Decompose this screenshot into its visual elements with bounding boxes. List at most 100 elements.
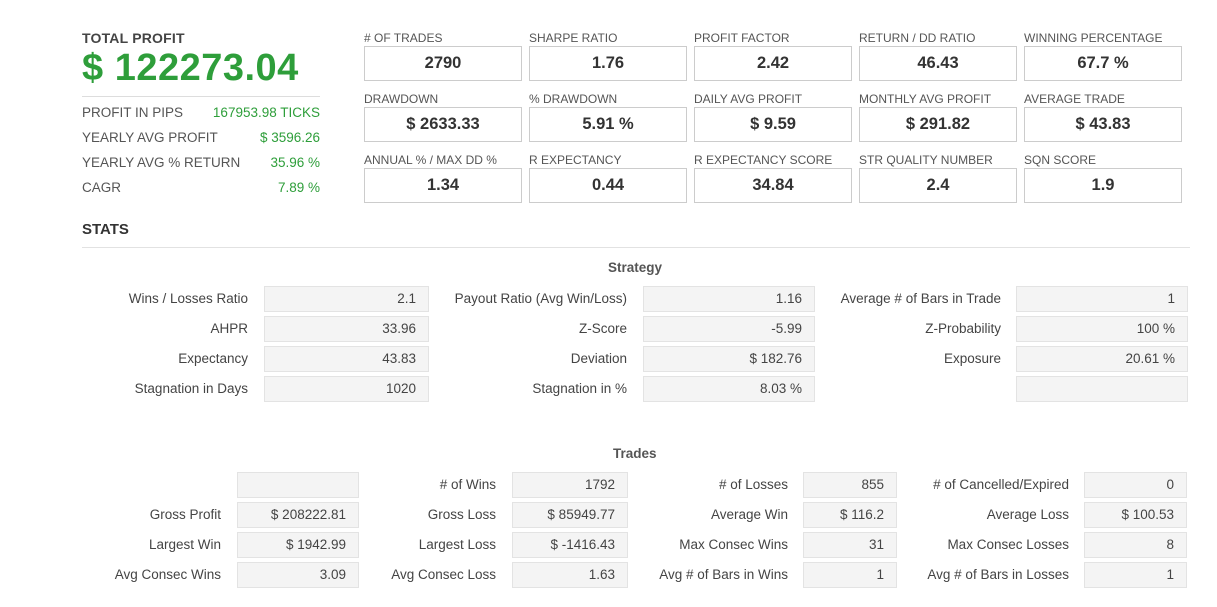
strategy-label: Stagnation in Days [134,381,248,396]
strategy-title: Strategy [608,260,663,275]
metric-value: $ 291.82 [859,107,1017,142]
total-profit-label: TOTAL PROFIT [82,30,185,46]
strategy-value: $ 182.76 [643,346,815,372]
trades-value: $ 100.53 [1084,502,1187,528]
total-profit-value: $ 122273.04 [82,47,299,89]
trades-value: 1792 [512,472,628,498]
metric-sqn-score: SQN SCORE 1.9 [1024,153,1182,203]
yearly-avg-profit-row: YEARLY AVG PROFIT $ 3596.26 [82,125,320,150]
metric-r-expectancy-score: R EXPECTANCY SCORE 34.84 [694,153,852,203]
yearly-avg-profit-value: $ 3596.26 [259,130,320,145]
cagr-label: CAGR [82,180,122,195]
metric-label: PROFIT FACTOR [694,31,790,45]
trades-label: Avg # of Bars in Losses [927,567,1069,582]
trades-value: $ 116.2 [803,502,897,528]
strategy-label: Z-Probability [925,321,1001,336]
trades-value: $ -1416.43 [512,532,628,558]
strategy-value [1016,376,1188,402]
metric-pct-drawdown: % DRAWDOWN 5.91 % [529,92,687,142]
strategy-value: 1.16 [643,286,815,312]
trades-value: 1 [803,562,897,588]
trades-value: $ 208222.81 [237,502,359,528]
metric-str-quality-number: STR QUALITY NUMBER 2.4 [859,153,1017,203]
strategy-label: Deviation [570,351,627,366]
strategy-value: 33.96 [264,316,429,342]
metric-annual-max-dd: ANNUAL % / MAX DD % 1.34 [364,153,522,203]
metric-label: R EXPECTANCY SCORE [694,153,833,167]
metric-value: 5.91 % [529,107,687,142]
metric-value: 1.76 [529,46,687,81]
metric-label: ANNUAL % / MAX DD % [364,153,497,167]
trades-value: $ 1942.99 [237,532,359,558]
trades-label: Avg Consec Loss [391,567,496,582]
trades-label: Avg # of Bars in Wins [659,567,788,582]
trades-label: Avg Consec Wins [114,567,221,582]
yearly-avg-return-value: 35.96 % [270,155,320,170]
trades-value: 855 [803,472,897,498]
strategy-value: 20.61 % [1016,346,1188,372]
trades-label [60,472,221,498]
metric-label: R EXPECTANCY [529,153,622,167]
cagr-value: 7.89 % [277,180,320,195]
trades-title: Trades [613,446,657,461]
profit-in-pips-row: PROFIT IN PIPS 167953.98 TICKS [82,100,320,125]
metric-sharpe-ratio: SHARPE RATIO 1.76 [529,31,687,81]
trades-label: Average Win [710,507,788,522]
metric-r-expectancy: R EXPECTANCY 0.44 [529,153,687,203]
strategy-label: Stagnation in % [532,381,627,396]
yearly-avg-return-label: YEARLY AVG % RETURN [82,155,241,170]
strategy-label: Payout Ratio (Avg Win/Loss) [454,291,627,306]
metric-label: SHARPE RATIO [529,31,618,45]
metric-label: % DRAWDOWN [529,92,618,106]
trades-label: Max Consec Losses [947,537,1069,552]
strategy-label: Average # of Bars in Trade [840,291,1001,306]
trades-label: Average Loss [986,507,1069,522]
metric-monthly-avg-profit: MONTHLY AVG PROFIT $ 291.82 [859,92,1017,142]
strategy-label: Exposure [943,351,1001,366]
strategy-value: 1020 [264,376,429,402]
strategy-value: 8.03 % [643,376,815,402]
metric-value: 2.4 [859,168,1017,203]
trades-value: 31 [803,532,897,558]
strategy-label: Expectancy [178,351,248,366]
strategy-value: 100 % [1016,316,1188,342]
strategy-label: Z-Score [578,321,627,336]
yearly-avg-return-row: YEARLY AVG % RETURN 35.96 % [82,150,320,175]
metric-label: AVERAGE TRADE [1024,92,1125,106]
metric-value: 34.84 [694,168,852,203]
metric-value: 2790 [364,46,522,81]
profit-in-pips-label: PROFIT IN PIPS [82,105,184,120]
metric-label: RETURN / DD RATIO [859,31,976,45]
cagr-row: CAGR 7.89 % [82,175,320,200]
metric-label: STR QUALITY NUMBER [859,153,993,167]
metric-value: 2.42 [694,46,852,81]
trades-label: # of Wins [439,477,496,492]
metric-grid: # OF TRADES 2790 SHARPE RATIO 1.76 PROFIT … [364,31,1182,203]
metric-value: 67.7 % [1024,46,1182,81]
trades-value: 3.09 [237,562,359,588]
strategy-label [815,376,1001,402]
strategy-value: 1 [1016,286,1188,312]
trades-label: Gross Loss [427,507,496,522]
trades-value: 8 [1084,532,1187,558]
metric-num-trades: # OF TRADES 2790 [364,31,522,81]
trades-value: 1.63 [512,562,628,588]
metric-average-trade: AVERAGE TRADE $ 43.83 [1024,92,1182,142]
trades-label: Max Consec Wins [679,537,788,552]
trades-value [237,472,359,498]
metric-profit-factor: PROFIT FACTOR 2.42 [694,31,852,81]
trades-label: Gross Profit [149,507,221,522]
metric-label: # OF TRADES [364,31,443,45]
trades-value: 1 [1084,562,1187,588]
metric-drawdown: DRAWDOWN $ 2633.33 [364,92,522,142]
metric-label: DRAWDOWN [364,92,439,106]
strategy-label: Wins / Losses Ratio [128,291,248,306]
metric-label: WINNING PERCENTAGE [1024,31,1163,45]
metric-label: SQN SCORE [1024,153,1097,167]
profit-in-pips-value: 167953.98 TICKS [212,105,320,120]
metric-daily-avg-profit: DAILY AVG PROFIT $ 9.59 [694,92,852,142]
strategy-value: 43.83 [264,346,429,372]
metric-label: MONTHLY AVG PROFIT [859,92,992,106]
trades-value: 0 [1084,472,1187,498]
strategy-value: 2.1 [264,286,429,312]
